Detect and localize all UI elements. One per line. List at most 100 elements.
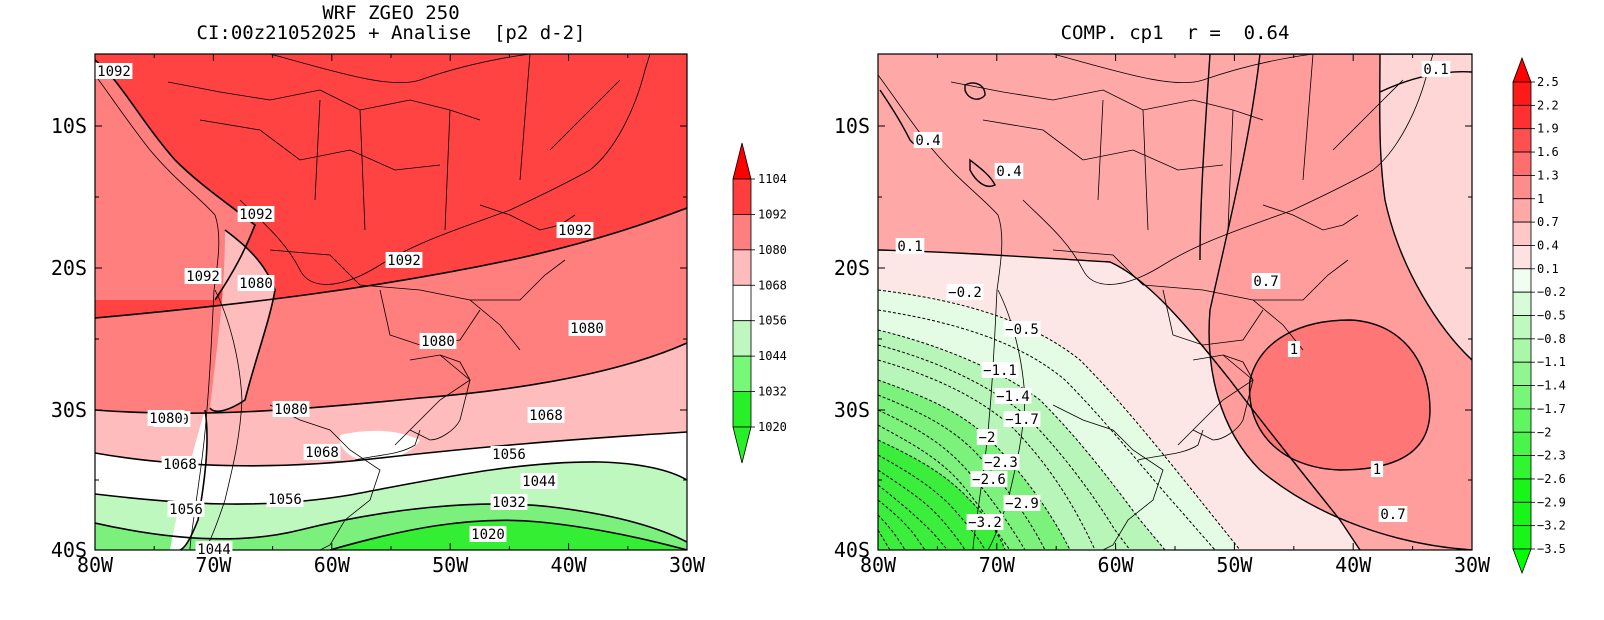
right-contour-label: −1.4 [996,389,1030,405]
right-colorbar-segment [1512,221,1532,246]
left-contour-label-bg [195,541,233,557]
right-colorbar-label: 1.3 [1537,168,1559,182]
left-map-title: WRF ZGEO 250 [322,2,460,24]
right-contour-label: −2.9 [1005,496,1039,512]
left-contour-label-bg [184,268,222,284]
right-colorbar-segment [1512,268,1532,293]
right-lon-label: 60W [1098,553,1135,577]
left-contour-label-bg [237,206,275,222]
left-lat-axis: 10S 20S 30S 40S [51,53,687,562]
right-colorbar-segment [1512,408,1532,433]
left-colorbar-min-arrow [732,426,752,464]
right-colorbar-label: −2.6 [1537,472,1566,486]
right-contour-label-bg [982,454,1020,470]
right-colorbar-segment [1512,455,1532,480]
right-contour-label: −2 [979,430,996,446]
right-contour-label: −0.2 [948,285,982,301]
right-lat-axis: 10S 20S 30S 40S [834,53,1472,562]
right-lon-label: 30W [1454,553,1491,577]
right-contour-label-bg [994,163,1024,179]
right-colorbar-label: 1.9 [1537,122,1559,136]
left-contour-label: 1068 [305,445,339,461]
right-lon-label: 80W [860,553,897,577]
left-lat-label: 20S [51,256,87,280]
right-colorbar-label: 0.7 [1537,215,1559,229]
left-contour-label: 1056 [492,447,526,463]
left-contour-label: 1080 [274,402,308,418]
left-contour-label-bg [237,275,275,291]
right-colorbar-segment [1512,128,1532,153]
right-contour-label: −1.7 [1005,412,1039,428]
left-colorbar-segment [732,178,752,215]
right-colorbar-segment [1512,81,1532,106]
left-contour-label: 1044 [522,474,556,490]
right-colorbar-label: −1.1 [1537,355,1566,369]
left-colorbar-segment [732,391,752,428]
left-contour-label-bg [469,526,507,542]
right-colorbar-label: 2.2 [1537,98,1559,112]
left-colorbar-label: 1056 [758,314,787,328]
right-map: 10S 20S 30S 40S 80W 70W 60W 50W 40W 30W 0.1 0.4 0.… [834,53,1566,577]
left-colorbar: 1104 1092 1080 1068 1056 1044 1032 1020 [732,142,787,464]
left-lat-label: 10S [51,114,87,138]
right-colorbar-segment [1512,431,1532,457]
left-contour-label: 1020 [471,527,505,543]
left-lon-label: 50W [432,553,469,577]
left-map-fill [95,54,687,550]
left-colorbar-label: 1080 [758,243,787,257]
left-lat-label: 30S [51,398,87,422]
left-colorbar-segment [732,284,752,322]
right-colorbar-label: −0.5 [1537,309,1566,323]
right-contour-label: −1.1 [983,363,1017,379]
left-colorbar-max-arrow [732,142,752,180]
left-contour-label: 1092 [97,64,131,80]
right-contour-label-bg [966,514,1004,530]
right-colorbar-label: −0.8 [1537,332,1566,346]
right-colorbar-segment [1512,245,1532,270]
right-colorbar: 2.5 2.2 1.9 1.6 1.3 1 0.7 0.4 0.1 −0.2 −0.5 −0.8 −1.… [1512,56,1566,575]
right-colorbar-segment [1512,315,1532,340]
right-contour-label: 0.7 [1253,274,1278,290]
right-colorbar-label: −2 [1537,425,1551,439]
left-contour-label: 1092 [239,207,273,223]
left-lon-label: 60W [314,553,351,577]
right-lon-label: 40W [1335,553,1372,577]
right-colorbar-segment [1512,478,1532,503]
left-contour-label-bg [266,491,304,507]
right-lat-label: 20S [834,256,870,280]
right-map-solid-contours [878,54,1472,550]
right-map-title: COMP. cp1 r = 0.64 [1060,22,1290,44]
left-contour-label-bg [568,320,606,336]
right-colorbar-label: −3.2 [1537,519,1566,533]
right-colorbar-segment [1512,291,1532,316]
left-lon-label: 30W [669,553,706,577]
right-contour-label: −0.5 [1005,322,1039,338]
right-contour-label: 1 [1290,342,1298,358]
left-colorbar-segment [732,214,752,251]
left-colorbar-label: 1032 [758,385,787,399]
right-colorbar-segment [1512,525,1532,550]
right-lon-label: 70W [979,553,1016,577]
right-contour-label-bg [1003,321,1041,337]
right-contour-label-bg [913,132,943,148]
right-contour-label: 0.4 [915,133,940,149]
left-contour-label-bg [527,407,565,423]
right-lat-label: 10S [834,114,870,138]
left-contour-label-bg [303,444,341,460]
left-colorbar-label: 1068 [758,278,787,292]
right-contour-label-bg [994,388,1032,404]
right-colorbar-label: 2.5 [1537,75,1559,89]
right-colorbar-segment [1512,198,1532,223]
right-contour-label-bg [1003,495,1041,511]
right-contour-label: 0.1 [897,239,922,255]
right-colorbar-label: 1.6 [1537,145,1559,159]
right-contour-label-bg [1287,341,1301,357]
left-contour-label: 1080 [421,334,455,350]
right-contour-label-bg [981,362,1019,378]
left-contour-label-bg [161,456,199,472]
right-colorbar-min-arrow [1512,548,1532,575]
left-colorbar-segment [732,249,752,286]
left-lat-label: 40S [51,538,87,562]
left-colorbar-segment [732,355,752,392]
